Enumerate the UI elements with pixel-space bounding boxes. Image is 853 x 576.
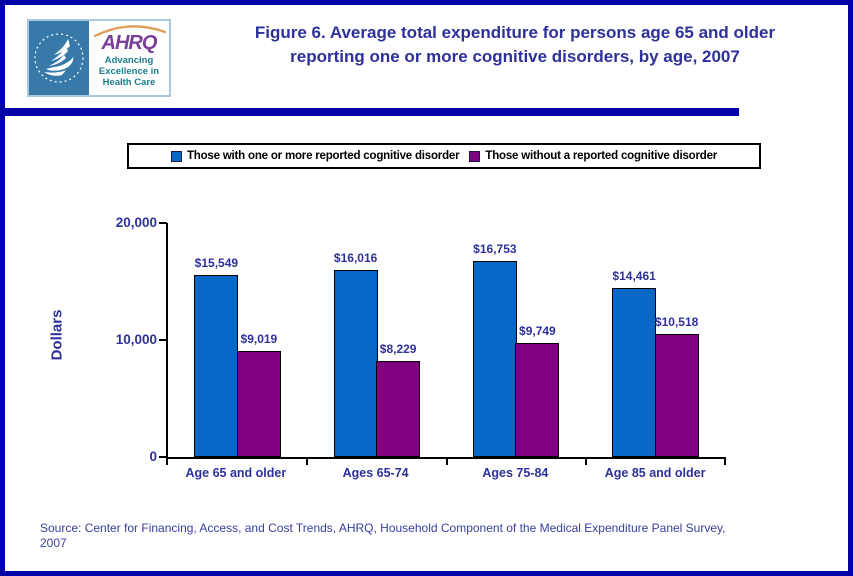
y-axis-tick (159, 222, 167, 224)
bar-value-label: $14,461 (612, 269, 656, 283)
source-note-line2: 2007 (40, 536, 67, 550)
bar-without-disorder-1 (376, 361, 421, 457)
bar-with-label: $15,549 (194, 256, 239, 457)
ahrq-tagline-line3: Health Care (102, 77, 156, 88)
bar-value-label: $16,016 (333, 251, 378, 265)
ahrq-hhs-logo: AHRQ Advancing Excellence in Health Care (27, 19, 171, 97)
hhs-eagle-seal-icon (34, 33, 84, 83)
bar-group-2: $16,753 $9,749 (447, 242, 586, 457)
figure-title-line2: reporting one or more cognitive disorder… (290, 47, 740, 66)
header-divider-bar (5, 108, 739, 116)
x-axis-tick (446, 457, 448, 465)
bar-value-label: $15,549 (194, 256, 239, 270)
bar-with-label: $16,753 (472, 242, 517, 457)
y-axis-tick-label: 20,000 (115, 215, 157, 230)
y-axis-tick-label: 0 (149, 449, 157, 464)
figure-title: Figure 6. Average total expenditure for … (190, 21, 840, 69)
ahrq-wordmark-panel: AHRQ Advancing Excellence in Health Care (89, 21, 169, 95)
bar-value-label: $10,518 (654, 315, 699, 329)
bar-without-disorder-2 (515, 343, 560, 457)
bar-pair: $15,549 $9,019 (194, 256, 281, 457)
hhs-seal-background (29, 21, 89, 95)
x-axis-category-label-3: Age 85 and older (604, 466, 706, 480)
y-axis-tick (159, 339, 167, 341)
bar-value-label: $9,019 (240, 332, 278, 346)
x-axis-category-label-1: Ages 65-74 (342, 466, 409, 480)
x-axis-category-labels: Age 65 and older Ages 65-74 Ages 75-84 Age … (166, 466, 725, 480)
bar-pair: $16,016 $8,229 (333, 251, 421, 457)
source-note-line1: Source: Center for Financing, Access, an… (40, 521, 726, 535)
chart-legend: Those with one or more reported cognitiv… (127, 143, 761, 169)
legend-label: Those with one or more reported cognitiv… (186, 150, 460, 162)
ahrq-tagline-line1: Advancing (104, 55, 154, 66)
ahrq-logo-text: AHRQ (101, 32, 158, 54)
ahrq-tagline-line2: Excellence in (98, 66, 160, 77)
bar-value-label: $16,753 (473, 242, 517, 256)
bar-with-label: $14,461 (612, 269, 657, 457)
legend-item-0: Those with one or more reported cognitiv… (170, 150, 460, 162)
ahrq-arc-icon (93, 25, 167, 37)
bar-with-label: $10,518 (654, 315, 699, 457)
legend-swatch-icon (469, 150, 481, 162)
x-axis-category-label-0: Age 65 and older (185, 466, 287, 480)
x-axis-tick (724, 457, 726, 465)
y-axis-tick-label: 10,000 (115, 332, 157, 347)
bar-group-0: $15,549 $9,019 (168, 256, 307, 457)
bar-with-label: $9,749 (515, 324, 560, 457)
x-axis-tick (585, 457, 587, 465)
bar-group-1: $16,016 $8,229 (307, 251, 446, 457)
legend-swatch-icon (170, 150, 182, 162)
bar-group-3: $14,461 $10,518 (586, 269, 725, 457)
bar-with-disorder-1 (333, 270, 378, 457)
legend-item-1: Those without a reported cognitive disor… (469, 150, 717, 162)
bar-with-disorder-0 (194, 275, 239, 457)
bar-pair: $14,461 $10,518 (612, 269, 699, 457)
bar-with-label: $9,019 (236, 332, 281, 457)
y-axis-tick (159, 456, 167, 458)
bar-with-disorder-2 (472, 261, 517, 457)
ahrq-tagline: Advancing Excellence in Health Care (99, 55, 159, 88)
bar-pair: $16,753 $9,749 (472, 242, 560, 457)
bar-without-disorder-3 (654, 334, 699, 457)
x-axis-category-label-2: Ages 75-84 (482, 466, 549, 480)
bar-value-label: $9,749 (519, 324, 556, 338)
bar-with-label: $8,229 (376, 342, 421, 457)
x-axis-tick (306, 457, 308, 465)
bar-without-disorder-0 (236, 351, 281, 457)
bar-value-label: $8,229 (379, 342, 417, 356)
plot-area: $15,549 $9,019 $16,016 $8,229 $16,753 $9,749 $… (159, 222, 726, 465)
figure-title-line1: Figure 6. Average total expenditure for … (254, 23, 776, 42)
bar-groups: $15,549 $9,019 $16,016 $8,229 $16,753 $9,749 $… (168, 223, 725, 457)
legend-label: Those without a reported cognitive disor… (485, 150, 718, 162)
source-note: Source: Center for Financing, Access, an… (40, 521, 830, 551)
bar-with-disorder-3 (612, 288, 657, 457)
bar-with-label: $16,016 (333, 251, 378, 457)
y-axis-title: Dollars (48, 309, 66, 361)
x-axis-tick (166, 457, 168, 465)
